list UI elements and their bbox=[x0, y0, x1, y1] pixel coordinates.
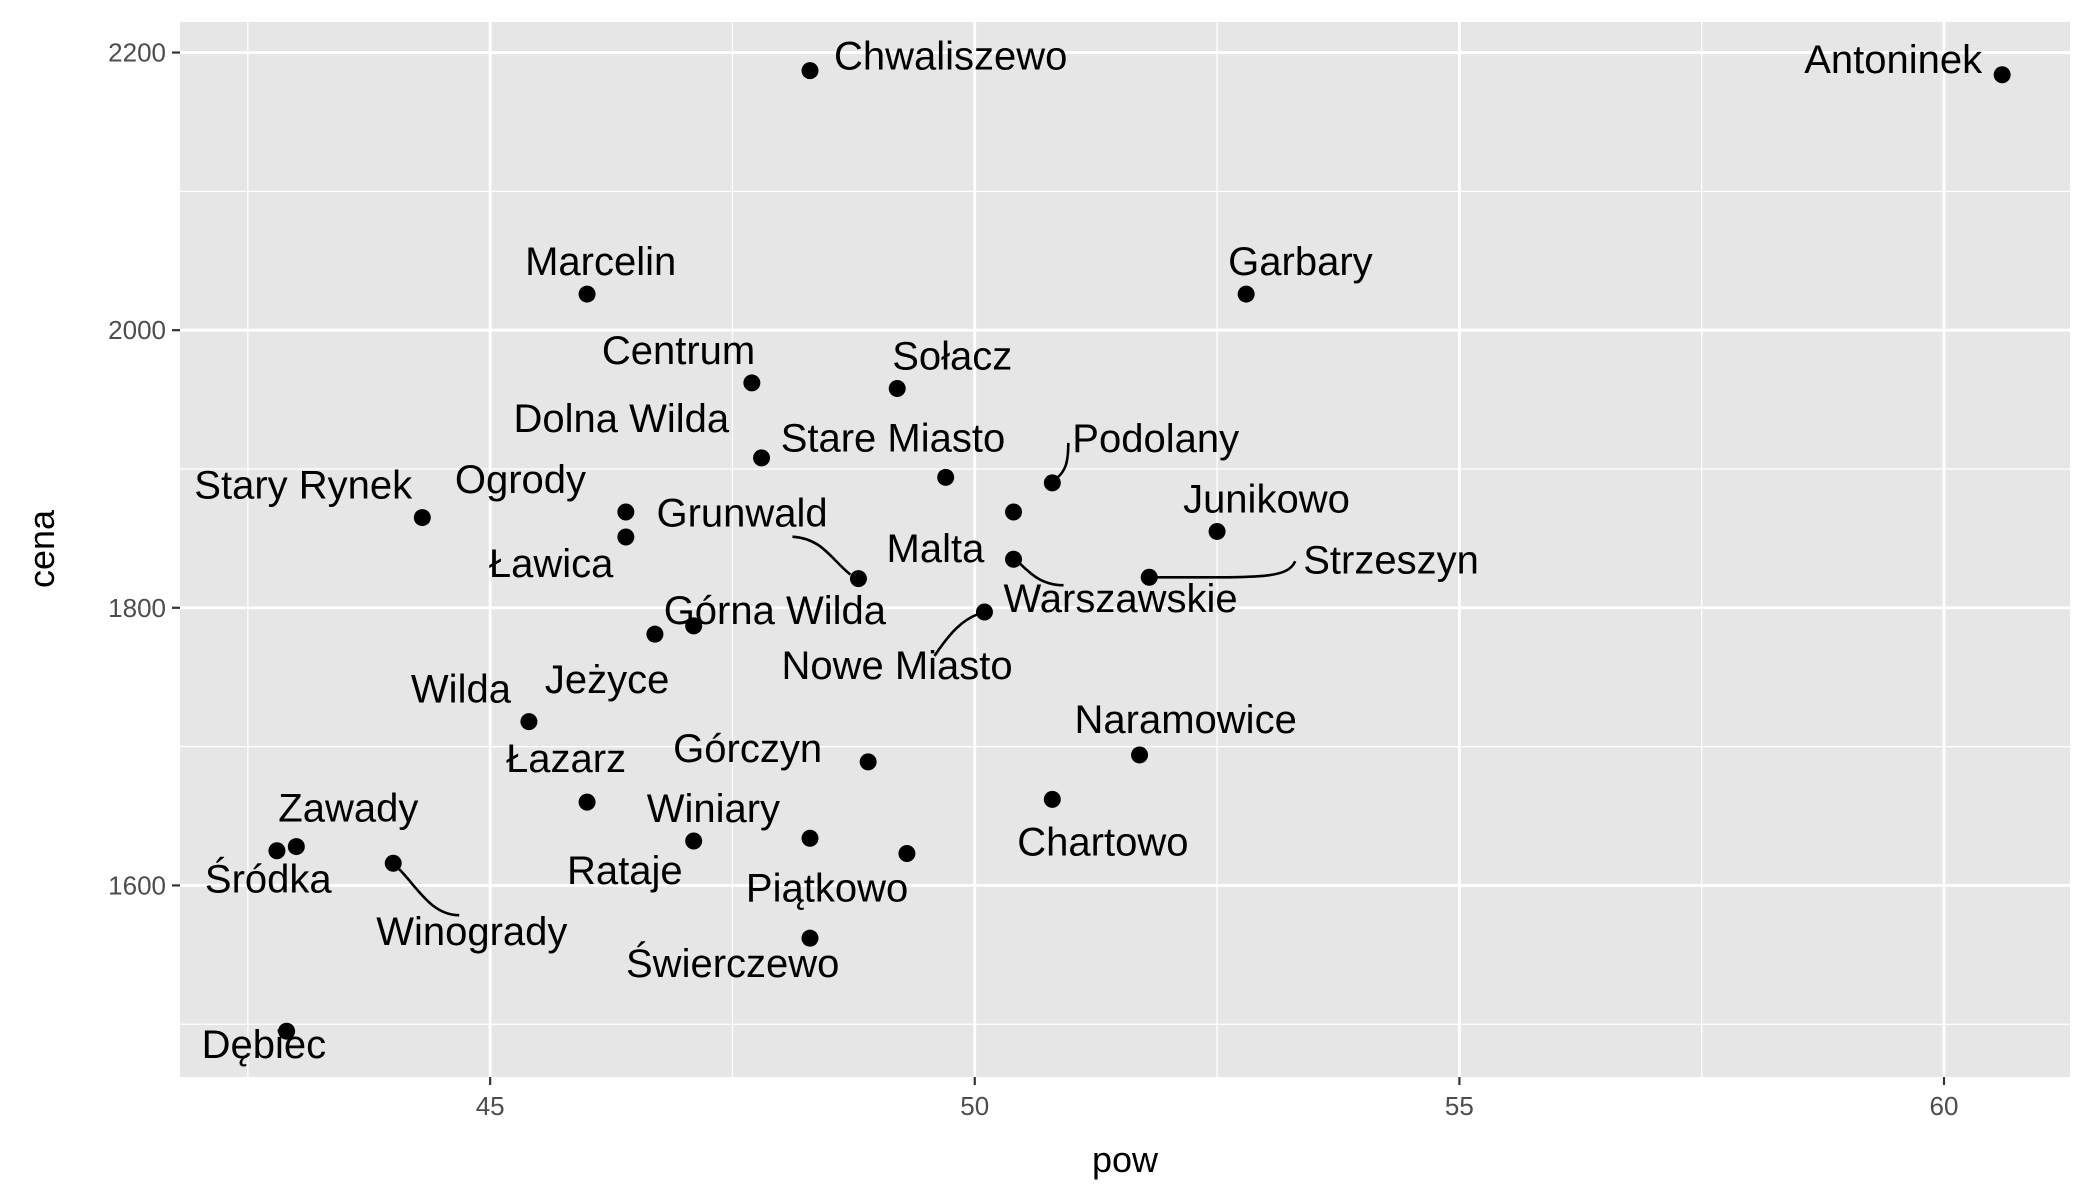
point-label: Antoninek bbox=[1804, 38, 1983, 82]
label-leader-lines bbox=[398, 442, 1297, 917]
point-label: Winogrady bbox=[376, 910, 567, 954]
point-label: Grunwald bbox=[656, 492, 827, 536]
plot-panel bbox=[180, 22, 2070, 1077]
data-point bbox=[937, 468, 955, 486]
point-label: Ogrody bbox=[455, 458, 586, 502]
major-gridlines bbox=[180, 22, 2070, 1077]
data-point bbox=[287, 838, 305, 856]
point-label: Nowe Miasto bbox=[781, 644, 1012, 688]
point-label: Chartowo bbox=[1017, 820, 1188, 864]
data-point bbox=[801, 829, 819, 847]
point-label: Zawady bbox=[278, 787, 418, 831]
point-labels: Chwaliszewo Antoninek Marcelin Garbary Centr… bbox=[194, 35, 1983, 1068]
data-point bbox=[1140, 568, 1158, 586]
data-point bbox=[1208, 522, 1226, 540]
data-point bbox=[617, 503, 635, 521]
point-label: Górczyn bbox=[673, 727, 822, 771]
point-label: Garbary bbox=[1228, 240, 1373, 284]
leader-line bbox=[1157, 560, 1297, 579]
data-point bbox=[1043, 790, 1061, 808]
point-label: Jeżyce bbox=[545, 658, 670, 702]
point-label: Malta bbox=[887, 527, 986, 571]
point-label: Winiary bbox=[647, 787, 780, 831]
point-label: Stary Rynek bbox=[194, 464, 413, 508]
data-point bbox=[753, 449, 771, 467]
data-point bbox=[520, 713, 538, 731]
point-label: Stare Miasto bbox=[781, 416, 1006, 460]
x-tick-label: 50 bbox=[960, 1091, 989, 1121]
data-point bbox=[413, 509, 431, 527]
data-point bbox=[1043, 474, 1061, 492]
data-point bbox=[1237, 285, 1255, 303]
data-point bbox=[975, 603, 993, 621]
point-label: Śródka bbox=[205, 856, 332, 902]
data-point bbox=[268, 842, 286, 860]
point-label: Junikowo bbox=[1183, 477, 1350, 521]
y-tick-label: 2000 bbox=[108, 315, 166, 345]
leader-line bbox=[1057, 442, 1070, 478]
x-axis-title: pow bbox=[1092, 1139, 1159, 1180]
y-tick-label: 1800 bbox=[108, 593, 166, 623]
data-point bbox=[1993, 66, 2011, 84]
point-label: Piątkowo bbox=[746, 867, 908, 911]
point-label: Górna Wilda bbox=[664, 589, 887, 633]
data-point bbox=[685, 617, 703, 635]
y-tick-label: 1600 bbox=[108, 870, 166, 900]
point-label: Łazarz bbox=[506, 737, 626, 781]
y-axis-title: cena bbox=[21, 509, 62, 588]
leader-line bbox=[933, 612, 979, 657]
data-point bbox=[617, 528, 635, 546]
leader-line bbox=[1016, 560, 1064, 587]
point-label: Sołacz bbox=[892, 334, 1012, 378]
data-point bbox=[384, 854, 402, 872]
point-label: Podolany bbox=[1072, 417, 1239, 461]
point-label: Marcelin bbox=[525, 240, 676, 284]
point-label: Świerczewo bbox=[626, 940, 839, 986]
point-label: Naramowice bbox=[1075, 698, 1297, 742]
y-axis-ticks: 1600 1800 2000 2200 bbox=[108, 38, 180, 900]
point-label: Dolna Wilda bbox=[514, 397, 730, 441]
data-point bbox=[646, 625, 664, 643]
point-label: Centrum bbox=[602, 329, 755, 373]
y-tick-label: 2200 bbox=[108, 38, 166, 68]
data-point bbox=[1005, 550, 1023, 568]
point-label: Warszawskie bbox=[1004, 577, 1238, 621]
x-tick-label: 60 bbox=[1930, 1091, 1959, 1121]
leader-line bbox=[792, 535, 852, 576]
x-axis-ticks: 45 50 55 60 bbox=[476, 1077, 1959, 1121]
point-label: Strzeszyn bbox=[1303, 538, 1479, 582]
point-label: Ławica bbox=[489, 542, 614, 586]
data-point bbox=[1131, 746, 1149, 764]
data-point bbox=[888, 379, 906, 397]
x-tick-label: 55 bbox=[1445, 1091, 1474, 1121]
point-label: Rataje bbox=[567, 849, 683, 893]
data-point bbox=[278, 1022, 296, 1040]
data-point bbox=[801, 62, 819, 80]
data-point bbox=[849, 570, 867, 588]
data-point bbox=[801, 929, 819, 947]
data-point bbox=[859, 753, 877, 771]
data-points bbox=[268, 62, 2011, 1040]
x-tick-label: 45 bbox=[476, 1091, 505, 1121]
point-label: Dębiec bbox=[202, 1023, 327, 1067]
data-point bbox=[743, 374, 761, 392]
data-point bbox=[898, 845, 916, 863]
data-point bbox=[1005, 503, 1023, 521]
data-point bbox=[578, 793, 596, 811]
point-label: Wilda bbox=[411, 668, 512, 712]
data-point bbox=[578, 285, 596, 303]
minor-gridlines bbox=[180, 22, 2070, 1077]
leader-line bbox=[398, 868, 460, 917]
data-point bbox=[685, 832, 703, 850]
point-label: Chwaliszewo bbox=[834, 35, 1067, 79]
